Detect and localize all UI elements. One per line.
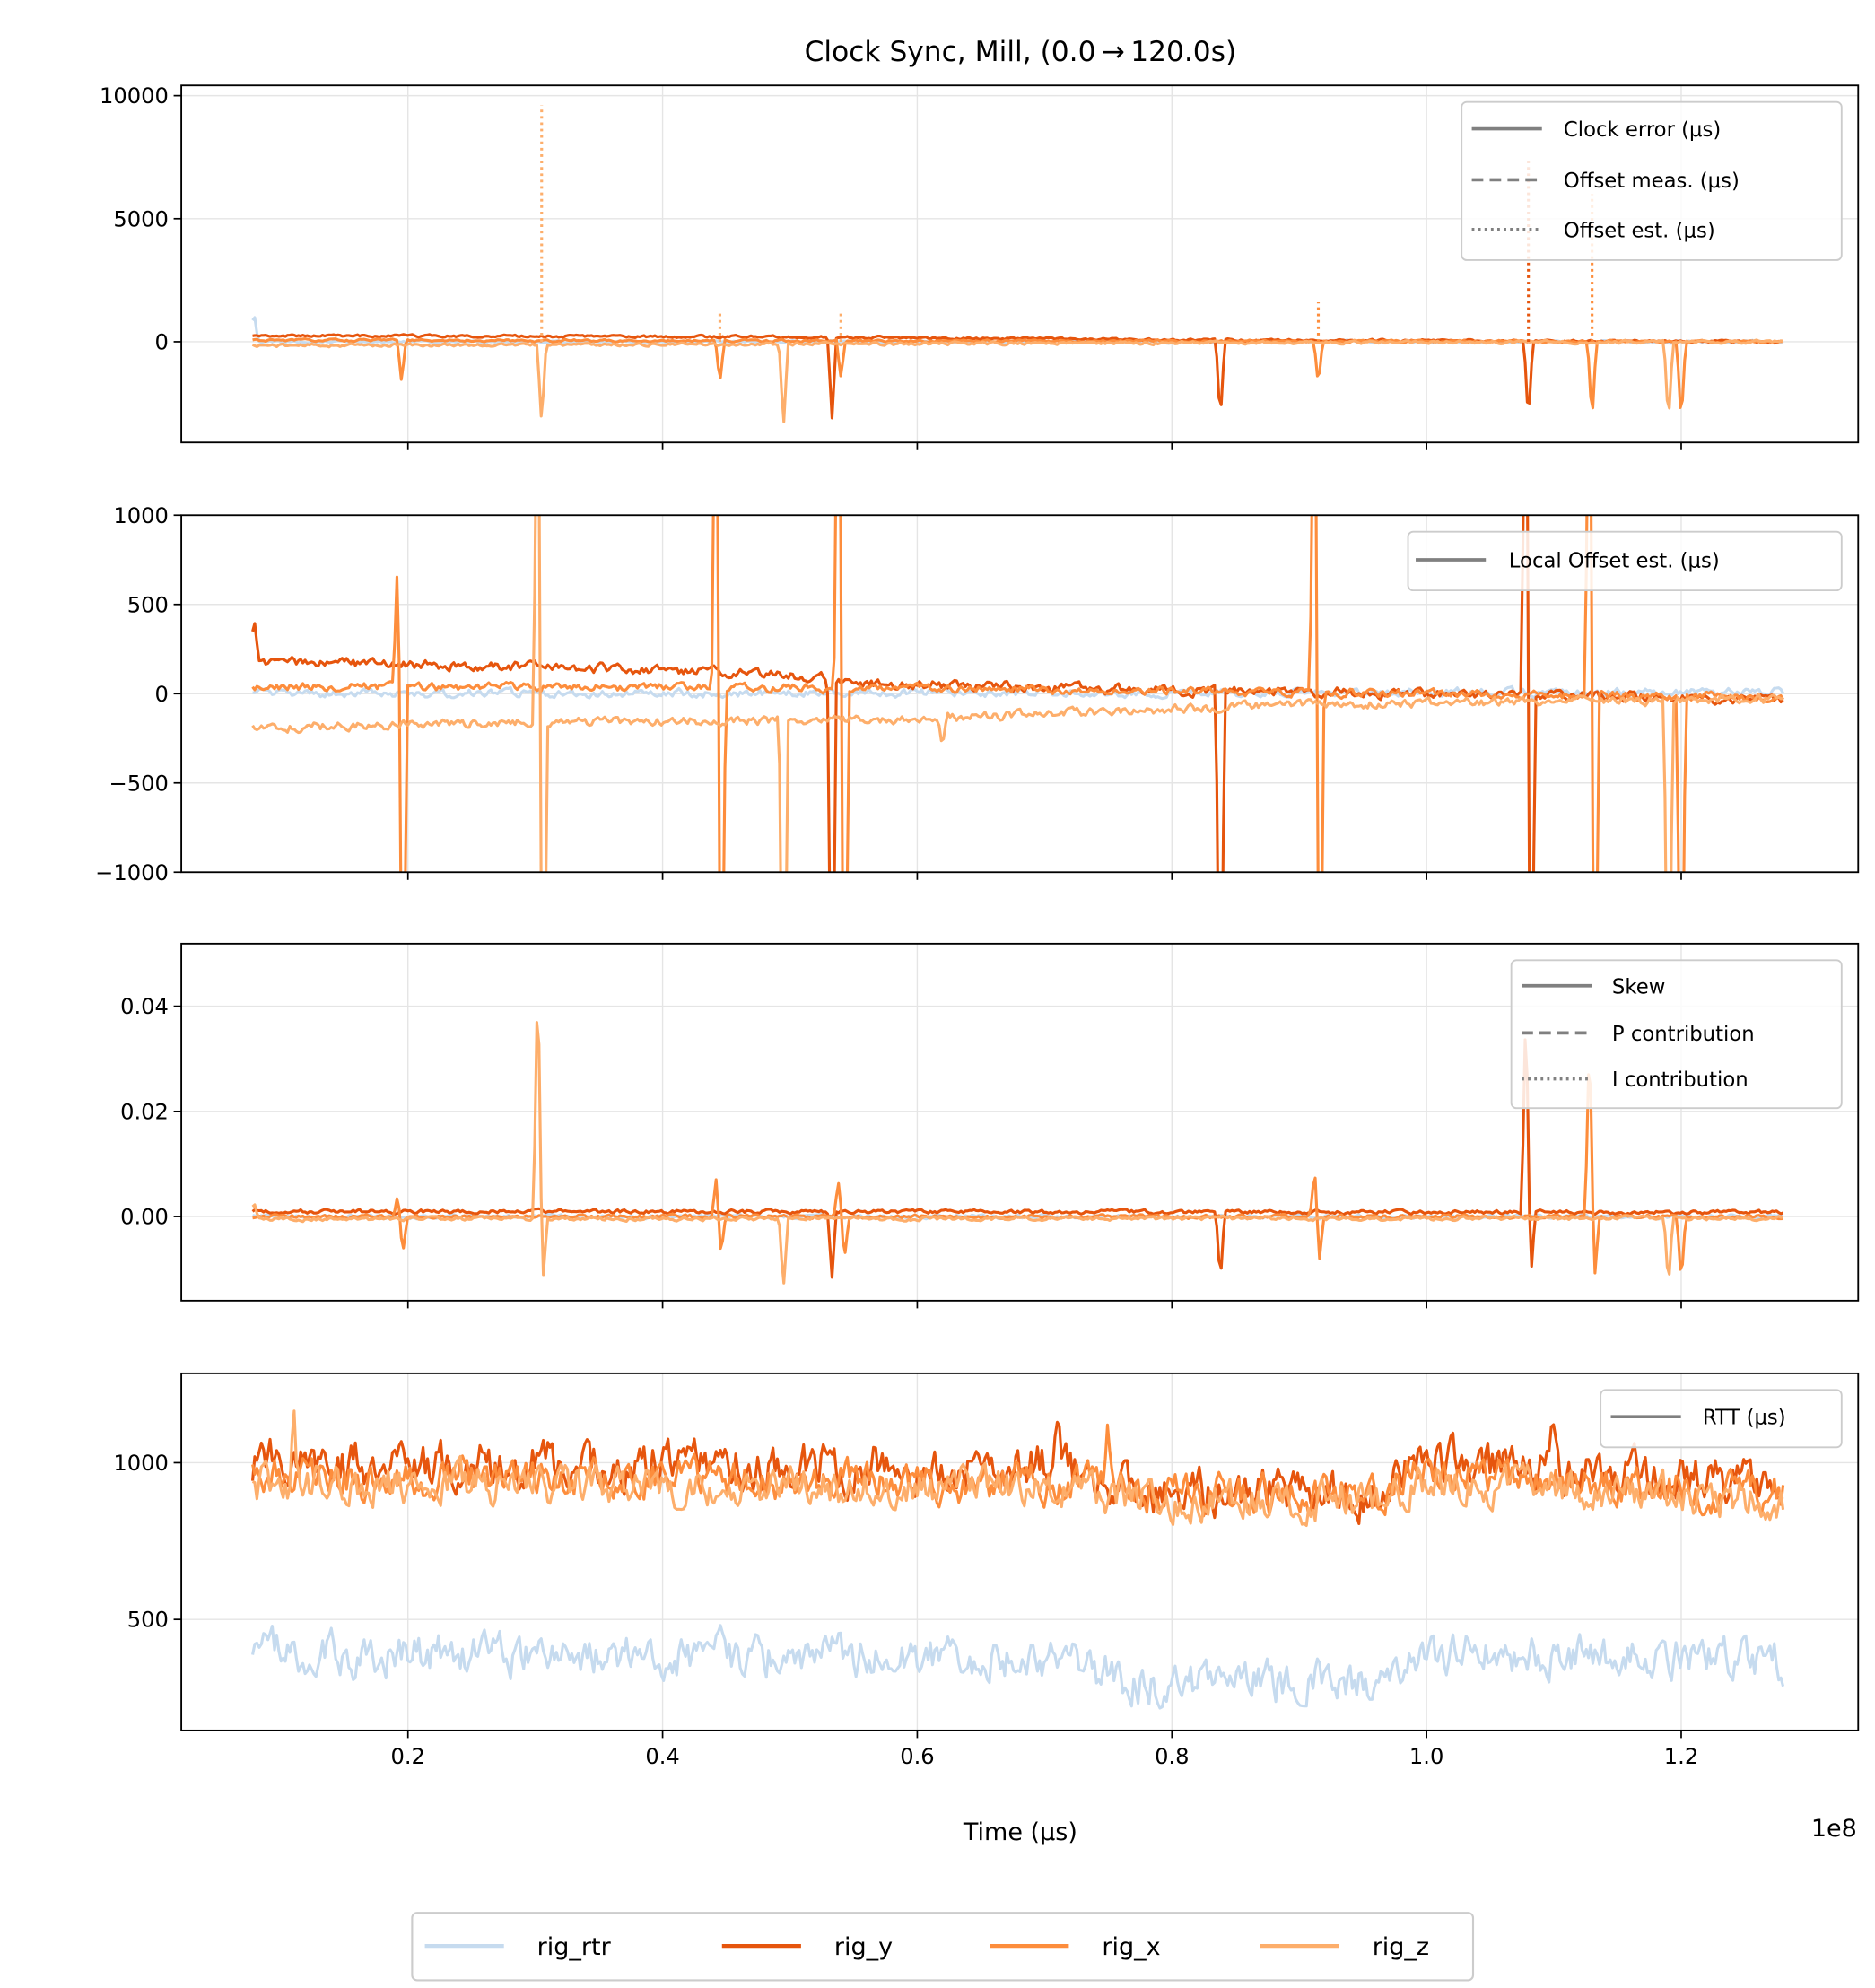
- legend-label-rig_z: rig_z: [1373, 1933, 1429, 1961]
- series-line-rig_x: [251, 515, 1784, 873]
- series-line-rig_z: [251, 515, 1783, 873]
- legend-item-rig_y: rig_y: [721, 1933, 893, 1961]
- legend-label-rig_y: rig_y: [834, 1933, 893, 1961]
- plot-area: [250, 1409, 1785, 1710]
- legend-label: Offset meas. (μs): [1564, 170, 1740, 193]
- axes-frame: [180, 1372, 1860, 1731]
- legend-frame: [1510, 959, 1843, 1110]
- axes-frame: [180, 942, 1860, 1302]
- series-line-rig_z: [251, 1409, 1785, 1528]
- y-tick-label: −1000: [95, 860, 169, 885]
- legend-label: RTT (μs): [1703, 1407, 1786, 1430]
- x-offset-text: 1e8: [1811, 1815, 1857, 1843]
- legend-item-rig_x: rig_x: [990, 1933, 1161, 1961]
- series-line-rig_y: [251, 515, 1784, 873]
- x-tick-label: 0.4: [645, 1744, 679, 1769]
- subplot-4: 0.2 0.4 0.6 0.8 1.0 1.2 500 1000 RTT (μs): [113, 1372, 1860, 1769]
- series-line-rig_rtr: [251, 1624, 1785, 1710]
- legend-label-rig_x: rig_x: [1102, 1933, 1160, 1961]
- subplot-1: 0 5000 10000 Clock error (μs) Offset meas. (…: [100, 83, 1860, 450]
- y-tick-label: 0.00: [120, 1205, 169, 1230]
- legend-frame: [1407, 530, 1843, 592]
- series-line-rig_y: [251, 1038, 1784, 1279]
- legend-item-rig_rtr: rig_rtr: [424, 1933, 612, 1961]
- y-tick-label: −500: [109, 771, 169, 796]
- axes-frame: [180, 84, 1860, 444]
- y-tick-label: 1000: [113, 503, 168, 528]
- plot-area: [251, 515, 1784, 873]
- panel-legend-3: Skew P contribution I contribution: [1510, 959, 1843, 1110]
- subplot-3: 0.00 0.02 0.04 Skew P contribution I contribu…: [120, 942, 1860, 1309]
- y-tick-label: 0.02: [120, 1099, 169, 1124]
- y-tick-label: 0: [155, 329, 169, 354]
- y-tick-label: 1000: [113, 1451, 168, 1476]
- legend-label: Local Offset est. (μs): [1509, 550, 1720, 573]
- legend-label: I contribution: [1612, 1068, 1749, 1092]
- x-tick-label: 1.0: [1409, 1744, 1443, 1769]
- panel-legend-1: Clock error (μs) Offset meas. (μs) Offset …: [1461, 100, 1843, 261]
- legend-frame: [1600, 1389, 1843, 1449]
- legend-label-rig_rtr: rig_rtr: [537, 1933, 612, 1961]
- subplot-2: −1000 −500 0 500 1000 Local Offset est. (μs): [95, 503, 1860, 885]
- y-tick-label: 500: [127, 1608, 169, 1633]
- chart-title: Clock Sync, Mill, (0.0 → 120.0s): [805, 36, 1237, 68]
- legend-label: Clock error (μs): [1564, 118, 1721, 142]
- y-tick-label: 0: [155, 682, 169, 707]
- legend-item-rig_z: rig_z: [1260, 1933, 1429, 1961]
- series-line-rig_x: [251, 1423, 1785, 1518]
- y-tick-label: 10000: [100, 83, 169, 109]
- legend-frame: [1461, 100, 1843, 261]
- panel-legend-2: Local Offset est. (μs): [1407, 530, 1843, 592]
- legend-label: P contribution: [1612, 1023, 1755, 1046]
- legend-label: Offset est. (μs): [1564, 219, 1715, 242]
- plot-area: [251, 1021, 1784, 1285]
- series-line-rig_z: [251, 1021, 1783, 1285]
- bottom-legend-frame: [411, 1912, 1475, 1982]
- x-tick-label: 0.8: [1155, 1744, 1189, 1769]
- y-tick-label: 500: [127, 592, 169, 617]
- x-axis-label: Time (μs): [963, 1818, 1077, 1846]
- x-tick-label: 1.2: [1664, 1744, 1698, 1769]
- x-tick-label: 0.2: [391, 1744, 425, 1769]
- panel-legend-4: RTT (μs): [1600, 1389, 1843, 1449]
- series-line-rig_y: [252, 333, 1784, 420]
- y-tick-label: 0.04: [120, 994, 169, 1019]
- x-tick-label: 0.6: [900, 1744, 934, 1769]
- bottom-legend: rig_rtr rig_y rig_x rig_z: [411, 1912, 1475, 1982]
- legend-label: Skew: [1612, 975, 1665, 998]
- y-tick-label: 5000: [113, 206, 168, 231]
